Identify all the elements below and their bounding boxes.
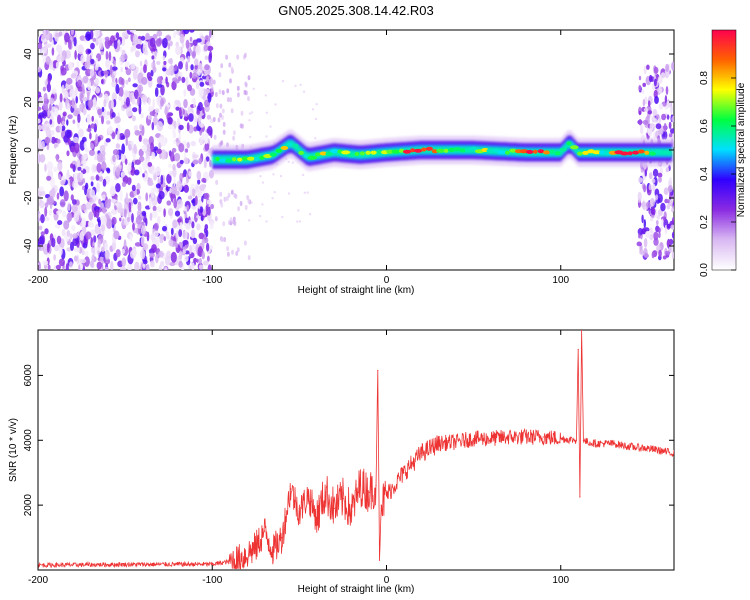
y-tick-label: 0 [23, 147, 34, 153]
spectrogram-y-label: Frequency (Hz) [8, 116, 19, 185]
snr-point [307, 494, 309, 496]
x-tick-label: -200 [28, 575, 48, 586]
colorbar-tick-label: 0.0 [699, 263, 710, 277]
snr-point [124, 563, 126, 566]
figure-title: GN05.2025.308.14.42.R03 [278, 3, 433, 18]
snr-point [473, 438, 475, 440]
snr-point [438, 442, 440, 445]
colorbar-tick-label: 0.2 [699, 215, 710, 229]
snr-point [272, 549, 274, 552]
snr-point [560, 438, 562, 440]
snr-point [647, 447, 649, 449]
y-tick-label: -20 [23, 190, 34, 205]
snr-point [263, 530, 266, 532]
snr-point [577, 348, 579, 351]
snr-frame [37, 329, 675, 571]
snr-point [368, 491, 370, 493]
snr-y-ticks: 2000 4000 6000 [23, 364, 674, 516]
snr-plot-area [38, 330, 674, 570]
colorbar-gradient [712, 30, 736, 271]
snr-point [290, 488, 292, 490]
colorbar-tick-label: 0.4 [699, 167, 710, 181]
colorbar-tick-label: 0.6 [699, 119, 710, 133]
x-tick-label: -100 [202, 575, 222, 586]
x-tick-label: -200 [28, 275, 48, 286]
snr-point [342, 498, 344, 500]
snr-point [255, 546, 257, 548]
snr-point [586, 441, 588, 443]
snr-point [673, 452, 674, 454]
snr-point [333, 507, 335, 509]
x-tick-label: -100 [202, 275, 222, 286]
colorbar-tick-label: 0.8 [699, 71, 710, 85]
x-tick-label: 0 [384, 575, 390, 586]
snr-point [420, 452, 422, 454]
snr-point [281, 537, 283, 539]
snr-point [490, 438, 492, 440]
snr-point [575, 439, 578, 441]
y-tick-label: 4000 [23, 429, 34, 452]
colorbar: 0.0 0.2 0.4 0.6 0.8 Normalized spectral ampl… [699, 29, 747, 277]
snr-y-label: SNR (10 * v/v) [8, 418, 19, 482]
snr-point [351, 511, 353, 513]
snr-point [403, 472, 405, 474]
spectrogram-x-label: Height of straight line (km) [298, 285, 415, 296]
colorbar-ticks: 0.0 0.2 0.4 0.6 0.8 [699, 71, 736, 277]
colorbar-frame [711, 29, 737, 271]
colorbar-label: Normalized spectral amplitude [736, 82, 747, 217]
snr-point [378, 559, 381, 561]
spectrogram-y-ticks: -40 -20 0 20 40 [23, 48, 674, 253]
snr-point [582, 439, 585, 441]
snr-point [581, 330, 583, 331]
snr-point [455, 441, 457, 443]
snr-point [385, 494, 388, 496]
snr-point [375, 485, 377, 487]
snr-x-label: Height of straight line (km) [298, 584, 415, 595]
y-tick-label: 40 [23, 48, 34, 60]
snr-point [507, 436, 510, 438]
snr-panel: -200 -100 0 100 2000 4000 6000 Height of stra… [8, 329, 675, 595]
snr-series-line [38, 330, 674, 570]
y-tick-label: 6000 [23, 364, 34, 387]
snr-point [612, 442, 614, 445]
noise-speckle [38, 30, 674, 270]
spectrogram-x-ticks: -200 -100 0 100 [28, 30, 570, 286]
x-tick-label: 100 [552, 275, 569, 286]
snr-point [359, 485, 361, 487]
snr-point [377, 369, 379, 372]
snr-point [324, 491, 327, 493]
x-tick-label: 100 [552, 575, 569, 586]
snr-point [298, 511, 300, 513]
snr-point [542, 436, 544, 438]
snr-point [316, 517, 318, 519]
snr-point [629, 446, 632, 448]
ridge-peaks [215, 141, 662, 163]
y-tick-label: 20 [23, 96, 34, 108]
y-tick-label: -40 [23, 238, 34, 253]
x-tick-label: 0 [384, 275, 390, 286]
y-tick-label: 2000 [23, 494, 34, 517]
snr-point [579, 496, 581, 498]
spectrogram-image [38, 30, 674, 270]
snr-point [525, 436, 527, 438]
snr-point [380, 504, 382, 506]
snr-point [211, 563, 213, 565]
snr-point [237, 559, 239, 561]
snr-point [595, 442, 597, 445]
snr-x-ticks: -200 -100 0 100 [28, 330, 570, 586]
